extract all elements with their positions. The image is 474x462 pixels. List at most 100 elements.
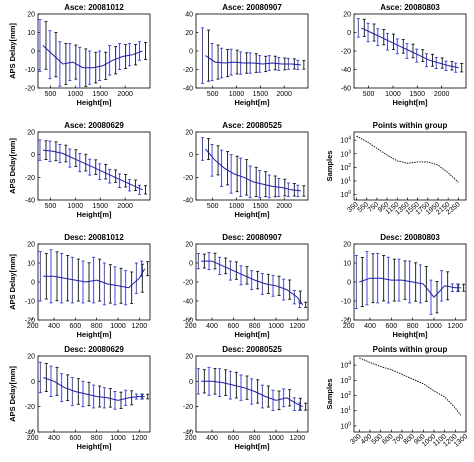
mean-delay-line xyxy=(361,27,459,69)
x-axis-label: Height[m] xyxy=(77,98,112,107)
x-tick-label: 400 xyxy=(206,435,218,442)
y-tick-label: -20 xyxy=(25,318,35,325)
x-tick-label: 400 xyxy=(206,323,218,330)
y-tick-label: -20 xyxy=(183,280,193,287)
mean-delay-line xyxy=(201,380,303,408)
y-tick-label: 10 xyxy=(27,30,35,37)
y-tick-label: -40 xyxy=(183,198,193,205)
panel-title: Asce: 20080525 xyxy=(222,121,282,130)
x-tick-label: 1200 xyxy=(290,435,306,442)
panel-desc-20081012: Desc: 20081012 Height[m] APS Delay[mm] 2… xyxy=(8,233,151,339)
x-tick-label: 500 xyxy=(207,91,219,98)
x-tick-label: 600 xyxy=(69,323,81,330)
x-tick-label: 200 xyxy=(185,435,197,442)
x-tick-label: 2000 xyxy=(276,91,292,98)
x-tick-label: 800 xyxy=(249,435,261,442)
y-tick-exponent: 0 xyxy=(348,190,351,196)
x-tick-label: 400 xyxy=(48,435,60,442)
y-axis-label: APS Delay[mm] xyxy=(8,138,17,194)
y-tick-label: 20 xyxy=(343,12,351,19)
y-tick-label: -20 xyxy=(25,404,35,411)
panel-asce-20081012: Asce: 20081012 Height[m] APS Delay[mm] 2… xyxy=(8,3,151,107)
x-tick-label: 400 xyxy=(48,323,60,330)
x-tick-label: 400 xyxy=(364,323,376,330)
y-tick-label: -20 xyxy=(341,318,351,325)
y-tick-label: -10 xyxy=(341,299,351,306)
y-tick-label: 40 xyxy=(185,12,193,19)
x-tick-label: 1000 xyxy=(229,203,245,210)
plot-frame xyxy=(37,355,151,433)
y-tick-label: 0 xyxy=(347,280,351,287)
y-tick-label: -40 xyxy=(25,430,35,437)
x-tick-label: 2000 xyxy=(117,91,133,98)
plot-frame xyxy=(195,13,309,89)
y-tick-label: 101 xyxy=(340,406,351,415)
y-tick-label: 20 xyxy=(343,242,351,249)
x-tick-label: 1200 xyxy=(290,323,306,330)
y-tick-label: 0 xyxy=(189,49,193,56)
x-tick-label: 500 xyxy=(45,203,57,210)
y-tick-label: -20 xyxy=(183,175,193,182)
y-tick-exponent: 3 xyxy=(348,149,351,155)
x-axis-label: Height[m] xyxy=(77,210,112,219)
plot-frame xyxy=(353,131,467,201)
y-tick-label: -10 xyxy=(25,67,35,74)
y-axis-label: APS Delay[mm] xyxy=(8,366,17,422)
mean-delay-line xyxy=(201,260,304,306)
y-tick-label: 10 xyxy=(27,261,35,268)
x-tick-label: 800 xyxy=(407,323,419,330)
y-axis-label: Samples xyxy=(325,151,334,182)
y-tick-exponent: 3 xyxy=(348,376,351,382)
plot-frame xyxy=(195,355,309,433)
x-tick-label: 200 xyxy=(27,435,39,442)
y-tick-label: 0 xyxy=(31,152,35,159)
panel-asce-20080629: Asce: 20080629 Height[m] APS Delay[mm] 2… xyxy=(8,121,151,219)
x-tick-label: 1000 xyxy=(268,435,284,442)
y-tick-label: 100 xyxy=(340,421,351,430)
y-tick-label: 0 xyxy=(347,30,351,37)
y-tick-label: -40 xyxy=(341,67,351,74)
x-axis-label: Height[m] xyxy=(77,442,112,451)
mean-delay-line xyxy=(359,277,461,298)
y-tick-exponent: 4 xyxy=(348,361,351,367)
panel-title: Desc: 20080525 xyxy=(222,345,282,354)
x-tick-label: 800 xyxy=(249,323,261,330)
y-tick-label: 103 xyxy=(340,149,351,158)
x-tick-label: 1500 xyxy=(410,91,426,98)
x-tick-label: 2000 xyxy=(276,203,292,210)
mean-delay-line xyxy=(43,268,146,289)
x-tick-label: 1500 xyxy=(253,203,269,210)
y-tick-label: 10 xyxy=(343,261,351,268)
panel-asce-20080803: Asce: 20080803 Height[m] 20 0 -20 -40 -60 500… xyxy=(341,3,467,107)
mean-delay-line xyxy=(43,377,145,401)
y-tick-label: 104 xyxy=(340,361,351,370)
x-tick-label: 2000 xyxy=(117,203,133,210)
y-tick-label: 0 xyxy=(189,379,193,386)
x-tick-label: 500 xyxy=(363,91,375,98)
y-tick-label: 0 xyxy=(31,280,35,287)
y-axis-label: Samples xyxy=(325,379,334,410)
y-tick-label: 104 xyxy=(340,136,351,145)
x-tick-label: 1200 xyxy=(132,323,148,330)
x-tick-label: 800 xyxy=(91,323,103,330)
x-tick-label: 200 xyxy=(27,323,39,330)
samples-line xyxy=(356,135,459,183)
x-tick-label: 1000 xyxy=(110,435,126,442)
x-tick-label: 1500 xyxy=(253,91,269,98)
panel-desc-20080629: Desc: 20080629 Height[m] APS Delay[mm] 2… xyxy=(8,345,151,451)
x-tick-label: 1500 xyxy=(92,203,108,210)
y-tick-label: -40 xyxy=(183,430,193,437)
y-axis-label: APS Delay[mm] xyxy=(8,254,17,310)
y-tick-label: 100 xyxy=(340,190,351,199)
panel-title: Desc: 20081012 xyxy=(64,233,124,242)
plot-frame xyxy=(195,131,309,201)
x-tick-label: 600 xyxy=(385,323,397,330)
y-tick-label: 102 xyxy=(340,391,351,400)
plot-frame xyxy=(37,131,151,201)
y-tick-label: -10 xyxy=(25,299,35,306)
x-tick-label: 1000 xyxy=(229,91,245,98)
y-tick-label: -20 xyxy=(183,404,193,411)
x-axis-label: Height[m] xyxy=(77,330,112,339)
y-tick-exponent: 1 xyxy=(348,406,351,412)
panel-asce-points-within-group: Points within group Samples 104103102101… xyxy=(325,121,467,217)
